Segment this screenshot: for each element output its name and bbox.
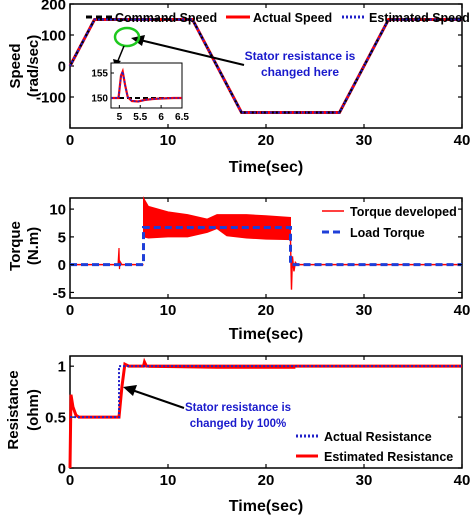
inset-lines — [111, 67, 182, 103]
speed-lines — [68, 18, 462, 114]
resistance-ytick-label: 0.5 — [45, 409, 66, 426]
resistance-xtick-label: 40 — [454, 472, 471, 489]
resistance-ylabel-line2: (ohm) — [25, 389, 42, 431]
inset-xtick-label: 6.5 — [175, 112, 189, 123]
inset-plot-area — [110, 62, 183, 109]
speed-annotation-line1: Stator resistance is — [245, 49, 356, 63]
torque-ytick-label: 5 — [58, 229, 66, 246]
speed-ylabel-line2: (rad/sec) — [25, 35, 42, 98]
resistance-estimate-ripple — [148, 366, 296, 369]
resistance-xtick-label: 0 — [66, 472, 74, 489]
speed-series-0 — [69, 18, 462, 114]
resistance-ytick-label: 1 — [58, 359, 66, 376]
resistance-xlabel: Time(sec) — [229, 498, 303, 515]
resistance-annotation-arrowhead — [123, 385, 137, 396]
torque-spike — [117, 247, 123, 270]
inset-ytick-label: 155 — [91, 69, 108, 80]
legend-actual-resistance-label: Actual Resistance — [324, 430, 432, 444]
legend-load-torque-label: Load Torque — [350, 226, 425, 240]
legend-actual-label: Actual Speed — [253, 11, 332, 25]
speed-xlabel: Time(sec) — [229, 159, 303, 176]
inset-ytick-label: 150 — [91, 94, 108, 105]
resistance-annotation-arrow — [131, 389, 185, 409]
legend-estimated-resistance-label: Estimated Resistance — [324, 450, 453, 464]
legend-command-label: Command Speed — [115, 11, 217, 25]
resistance-legend: Actual Resistance Estimated Resistance — [296, 430, 453, 464]
torque-ylabel-line2: (N.m) — [25, 227, 42, 265]
speed-ticks: 0 10 20 30 40 -100 0 100 200 — [36, 0, 470, 149]
resistance-xtick-label: 30 — [356, 472, 373, 489]
torque-xtick-label: 10 — [160, 302, 177, 319]
torque-lines — [70, 196, 462, 290]
torque-xlabel: Time(sec) — [229, 326, 303, 343]
resistance-xtick-label: 10 — [160, 472, 177, 489]
torque-load-line — [70, 225, 462, 267]
speed-ytick-label: 200 — [41, 0, 66, 13]
inset-xtick-label: 5 — [117, 112, 123, 123]
torque-ylabel-line1: Torque — [7, 221, 24, 271]
resistance-xtick-label: 20 — [258, 472, 275, 489]
legend-estimated-label: Estimated Speed — [369, 11, 470, 25]
resistance-ylabel-line1: Resistance — [5, 370, 22, 449]
torque-plot-area — [69, 197, 463, 299]
torque-xtick-label: 20 — [258, 302, 275, 319]
speed-xtick-label: 0 — [66, 132, 74, 149]
speed-ytick-label: 100 — [41, 27, 66, 44]
speed-ylabel-line1: Speed — [7, 43, 24, 88]
speed-legend: Command Speed Actual Speed Estimated Spe… — [86, 11, 470, 25]
speed-xtick-label: 30 — [356, 132, 373, 149]
speed-annotation-arrow — [139, 39, 245, 66]
torque-ytick-label: -5 — [53, 285, 66, 302]
speed-xtick-label: 20 — [258, 132, 275, 149]
speed-panel: 0 10 20 30 40 -100 0 100 200 Speed (rad/sec) Tim… — [7, 0, 470, 176]
speed-inset: 5 5.5 6 6.5 150 155 — [91, 62, 189, 123]
torque-xtick-label: 40 — [454, 302, 471, 319]
resistance-ytick-label: 0 — [58, 460, 66, 477]
speed-series-2 — [69, 18, 462, 114]
speed-ytick-label: -100 — [36, 89, 66, 106]
torque-xtick-label: 0 — [66, 302, 74, 319]
speed-xtick-label: 10 — [160, 132, 177, 149]
torque-legend: Torque developed Load Torque — [322, 205, 457, 240]
legend-torque-developed-label: Torque developed — [350, 205, 457, 219]
speed-ytick-label: 0 — [58, 58, 66, 75]
torque-xtick-label: 30 — [356, 302, 373, 319]
resistance-annotation-line1: Stator resistance is — [185, 402, 291, 414]
torque-ytick-label: 10 — [49, 202, 66, 219]
resistance-annotation-line2: changed by 100% — [190, 418, 287, 430]
resistance-actual-line — [70, 365, 462, 419]
inset-actual-line — [111, 67, 182, 103]
event-ring — [113, 26, 141, 48]
speed-xtick-label: 40 — [454, 132, 471, 149]
inset-xtick-label: 5.5 — [133, 112, 147, 123]
inset-pointer — [116, 45, 125, 64]
torque-ytick-label: 0 — [58, 257, 66, 274]
resistance-lines — [68, 357, 462, 469]
resistance-plot-area — [69, 355, 463, 469]
resistance-ticks: 0 10 20 30 40 0 0.5 1 — [45, 356, 470, 489]
speed-annotation-line2: changed here — [261, 65, 339, 79]
resistance-panel: 0 10 20 30 40 0 0.5 1 Resistance (ohm) Time(sec… — [5, 355, 470, 515]
inset-xtick-label: 6 — [158, 112, 164, 123]
